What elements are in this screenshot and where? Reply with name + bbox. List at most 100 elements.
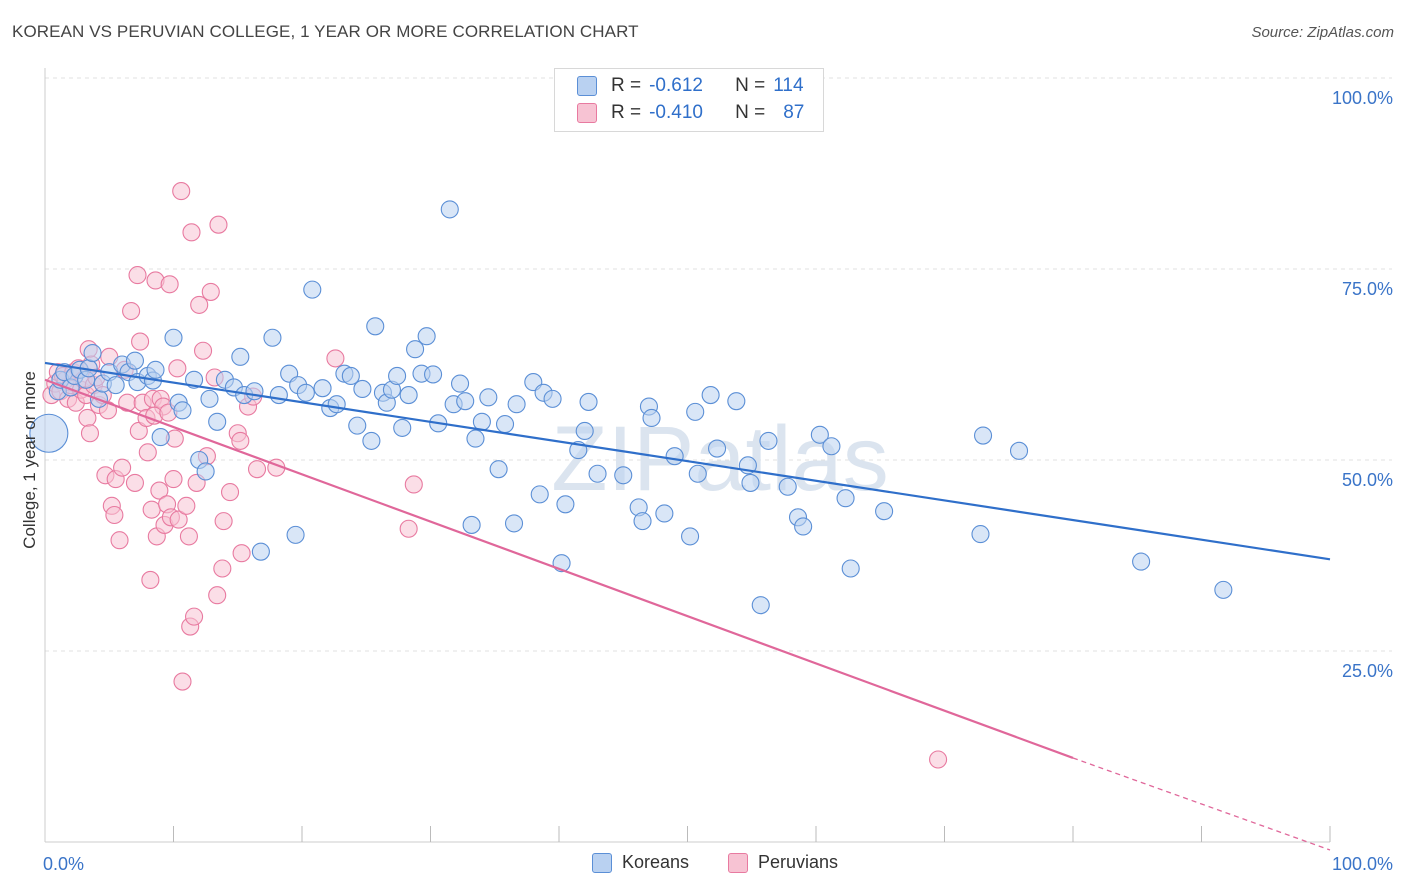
peruvian-legend-label: Peruvians — [758, 852, 839, 872]
korean-point — [231, 347, 250, 366]
n-label: N = — [735, 102, 766, 123]
grid-lines — [45, 77, 1392, 652]
korean-point — [164, 328, 183, 347]
korean-point — [479, 388, 498, 407]
peruvian-point — [150, 481, 169, 500]
korean-point — [417, 327, 436, 346]
tick-labels: 100.0% 75.0% 50.0% 25.0% 0.0% 100.0% — [43, 88, 1393, 874]
peruvian-point — [160, 275, 179, 294]
korean-point — [440, 200, 459, 219]
peruvian-point — [214, 512, 233, 531]
korean-point — [727, 392, 746, 411]
korean-point — [579, 392, 598, 411]
r-label: R = — [611, 75, 642, 96]
peruvian-point — [172, 182, 191, 201]
korean-point — [451, 374, 470, 393]
y-tick-label: 50.0% — [1342, 470, 1393, 490]
peruvian-point — [177, 496, 196, 515]
korean-point — [208, 412, 227, 431]
peruvian-trendline-extension — [1072, 757, 1331, 851]
peruvian-point — [213, 559, 232, 578]
korean-point — [778, 477, 797, 496]
korean-point — [173, 401, 192, 420]
legend-item-peruvians[interactable]: Peruvians — [728, 852, 838, 873]
peruvian-point — [182, 223, 201, 242]
korean-point — [146, 360, 165, 379]
korean-point — [543, 389, 562, 408]
korean-point — [303, 280, 322, 299]
peruvian-point — [131, 332, 150, 351]
peruvian-swatch — [577, 103, 597, 123]
korean-point — [341, 366, 360, 386]
peruvian-point — [232, 544, 251, 563]
korean-point — [353, 379, 372, 398]
korean-point — [759, 431, 778, 450]
korean-legend-swatch — [592, 852, 612, 873]
stats-row-koreans: R = -0.612 N = 114 — [555, 73, 804, 99]
peruvian-point — [113, 458, 132, 477]
peruvian-point — [125, 473, 144, 492]
peruvian-point — [80, 424, 100, 443]
peruvian-point — [190, 295, 209, 314]
peruvian-point — [128, 266, 147, 285]
peruvian-point — [194, 341, 213, 360]
korean-point — [406, 340, 425, 359]
korean-point — [841, 559, 860, 578]
korean-point — [655, 504, 674, 523]
n-label: N = — [735, 75, 766, 96]
korean-point — [688, 464, 707, 483]
korean-point — [393, 418, 412, 437]
korean-point — [263, 328, 282, 347]
peruvian-point — [326, 349, 345, 368]
x-tick-label: 0.0% — [43, 854, 84, 874]
source-label: Source: ZipAtlas.com — [1251, 24, 1394, 41]
korean-point — [399, 386, 418, 405]
korean-point — [466, 429, 485, 448]
axes — [44, 68, 1331, 843]
y-axis-label: College, 1 year or more — [20, 371, 39, 549]
korean-point — [794, 517, 813, 536]
x-tick-label: 100.0% — [1332, 854, 1393, 874]
stats-row-peruvians: R = -0.410 N = 87 — [555, 100, 804, 126]
peruvian-point — [209, 215, 228, 234]
korean-point — [701, 386, 720, 405]
korean-point — [614, 466, 633, 485]
korean-point — [200, 389, 219, 408]
peruvian-point — [168, 359, 187, 378]
peruvian-point — [141, 570, 160, 589]
korean-point — [125, 351, 144, 370]
peruvian-legend-swatch — [728, 852, 748, 873]
korean-point — [681, 527, 700, 546]
korean-point — [642, 408, 661, 428]
korean-point — [83, 343, 102, 363]
korean-point — [456, 392, 475, 411]
y-tick-label: 75.0% — [1342, 279, 1393, 299]
korean-point — [1009, 441, 1029, 460]
legend-item-koreans[interactable]: Koreans — [592, 852, 689, 873]
peruvian-point — [399, 519, 418, 538]
korean-point — [495, 415, 515, 434]
korean-legend-label: Koreans — [622, 852, 690, 872]
korean-point — [633, 512, 652, 531]
peruvian-point — [201, 282, 220, 301]
r-value: -0.612 — [649, 75, 703, 96]
korean-point — [296, 383, 315, 402]
korean-point — [810, 425, 829, 444]
y-tick-label: 100.0% — [1332, 88, 1393, 108]
peruvian-point — [247, 460, 267, 479]
korean-point — [686, 402, 705, 421]
korean-swatch — [577, 76, 597, 96]
peruvian-point — [142, 500, 161, 519]
peruvian-point — [208, 586, 227, 605]
korean-point — [530, 485, 549, 504]
korean-point — [106, 376, 125, 395]
korean-point — [971, 525, 990, 544]
korean-point — [29, 413, 69, 453]
korean-point — [973, 426, 993, 445]
korean-point — [245, 382, 264, 401]
korean-point — [836, 489, 855, 508]
y-tick-label: 25.0% — [1342, 661, 1393, 681]
korean-point — [588, 464, 607, 483]
stats-legend: R = -0.612 N = 114 R = -0.410 N = 87 — [554, 68, 824, 132]
